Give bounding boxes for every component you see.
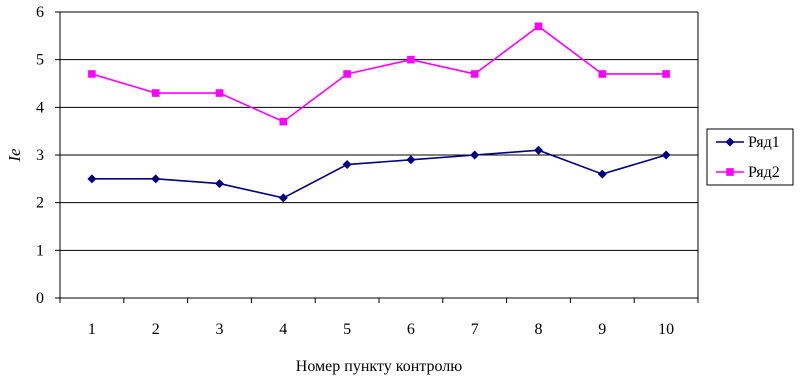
data-point [279, 117, 288, 126]
x-tick-label: 6 [407, 321, 415, 338]
data-point [215, 179, 224, 189]
x-tick-label: 10 [658, 321, 674, 338]
data-point [470, 150, 480, 160]
data-point [343, 70, 351, 78]
x-tick-label: 2 [152, 321, 160, 338]
y-tick-label: 2 [36, 195, 44, 212]
x-tick-labels: 1 2 3 4 5 6 7 8 9 10 [59, 298, 699, 338]
data-point [151, 174, 161, 184]
data-point [662, 70, 670, 78]
y-tick-label: 4 [36, 99, 44, 116]
series-group [87, 22, 671, 203]
x-tick-label: 9 [598, 321, 606, 338]
legend-marker [726, 168, 734, 176]
x-tick-label: 1 [88, 321, 96, 338]
y-tick-label: 1 [36, 242, 44, 259]
legend-item-1: Ряд1 [716, 134, 780, 151]
y-tick-labels: 0 1 2 3 4 5 6 [36, 4, 60, 307]
legend-marker [725, 137, 735, 147]
x-axis-label: Номер пункту контролю [296, 358, 462, 375]
legend-label: Ряд2 [748, 164, 780, 181]
x-tick-label: 8 [535, 321, 543, 338]
legend-label: Ряд1 [748, 134, 780, 151]
legend-item-2: Ряд2 [716, 164, 780, 181]
data-point [215, 89, 224, 97]
data-point [278, 193, 288, 203]
legend-box [706, 128, 794, 186]
legend: Ряд1 Ряд2 [706, 128, 794, 186]
data-point [534, 22, 543, 31]
data-point [406, 155, 416, 165]
series-1 [87, 145, 671, 203]
data-point [87, 174, 97, 184]
x-tick-label: 5 [343, 321, 351, 338]
data-point [661, 150, 671, 160]
data-point [597, 169, 607, 179]
series-line [91, 149, 667, 199]
data-point [470, 70, 479, 78]
y-tick-label: 0 [36, 290, 44, 307]
data-point [88, 70, 96, 78]
data-point [598, 70, 607, 78]
y-tick-label: 3 [36, 147, 44, 164]
data-point [534, 145, 543, 155]
x-tick-label: 3 [216, 321, 224, 338]
y-tick-label: 6 [36, 4, 44, 21]
series-2 [88, 22, 670, 126]
data-point [151, 89, 160, 97]
y-tick-label: 5 [36, 52, 44, 69]
series-line [91, 25, 667, 123]
x-tick-label: 7 [471, 321, 479, 338]
data-point [407, 55, 415, 64]
y-axis-label: Ie [5, 148, 24, 163]
data-point [342, 160, 352, 170]
x-tick-label: 4 [279, 321, 287, 338]
grid-lines [60, 11, 698, 251]
